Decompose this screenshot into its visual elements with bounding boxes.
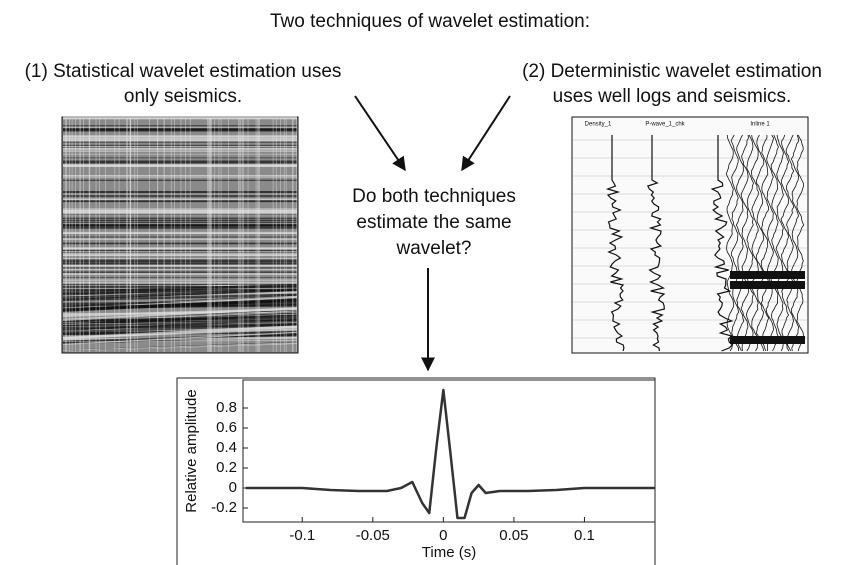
y-tick-label: 0.6 xyxy=(216,419,237,436)
seismic-wiggle xyxy=(775,134,784,352)
log-curve xyxy=(710,135,734,352)
seismic-wiggle xyxy=(735,134,745,352)
seismic-wiggle xyxy=(765,134,774,352)
seismic-wiggle xyxy=(785,134,795,352)
y-tick-label: -0.2 xyxy=(211,499,237,516)
left-label: (1) Statistical wavelet estimation uses xyxy=(25,61,342,82)
x-tick-label: 0 xyxy=(439,527,447,544)
chart: -0.2 0 0.2 0.4 0.6 0.8 -0.1 -0.05 0 0.05 0.1 Time (… xyxy=(183,379,656,561)
log-label: P-wave_1_chk xyxy=(645,122,685,128)
y-tick-label: 0.4 xyxy=(216,439,237,456)
seismic-image xyxy=(61,116,299,354)
y-tick-label: 0 xyxy=(229,479,237,496)
question: estimate the same xyxy=(356,212,511,233)
seismic-wiggle xyxy=(755,134,765,352)
x-tick-label: 0.05 xyxy=(499,527,528,544)
seismic-wiggle xyxy=(780,134,790,352)
seismic-wiggle xyxy=(730,134,740,352)
y-axis-label: Relative amplitude xyxy=(183,389,200,512)
question: wavelet? xyxy=(396,238,472,259)
x-tick-label: -0.1 xyxy=(289,527,315,544)
question: Do both techniques xyxy=(352,186,516,207)
y-tick-label: 0.2 xyxy=(216,459,237,476)
log-curve xyxy=(605,135,625,352)
seismic-wiggle xyxy=(740,134,750,352)
y-tick-label: 0.8 xyxy=(216,399,237,416)
right-label: (2) Deterministic wavelet estimation xyxy=(522,61,822,82)
seismic-wiggle xyxy=(796,134,805,352)
seismic-wiggle xyxy=(770,134,779,352)
x-tick-label: -0.05 xyxy=(356,527,390,544)
right-label: uses well logs and seismics. xyxy=(553,86,792,107)
log-curve xyxy=(646,135,666,352)
seismic-wiggle xyxy=(725,134,735,352)
seismic-wiggle xyxy=(750,134,759,352)
plot-frame xyxy=(242,379,656,523)
seismic-wiggle xyxy=(760,134,770,352)
seismic-event xyxy=(730,271,805,279)
left-label: only seismics. xyxy=(124,86,242,107)
well-log-image: Density_1 P-wave_1_chk Inline 1 xyxy=(571,116,809,354)
seismic-event xyxy=(730,336,805,344)
x-axis-label: Time (s) xyxy=(422,544,476,561)
chart-box xyxy=(176,377,656,565)
arrow xyxy=(461,95,511,172)
log-label: Inline 1 xyxy=(750,122,770,128)
wavelet-line xyxy=(245,388,655,520)
seismic-wiggle xyxy=(790,134,800,352)
title: Two techniques of wavelet estimation: xyxy=(270,11,590,32)
log-label: Density_1 xyxy=(585,122,612,128)
arrow xyxy=(354,95,406,172)
seismic-event xyxy=(730,281,805,289)
seismic-wiggle xyxy=(745,134,754,352)
x-tick-label: 0.1 xyxy=(574,527,595,544)
